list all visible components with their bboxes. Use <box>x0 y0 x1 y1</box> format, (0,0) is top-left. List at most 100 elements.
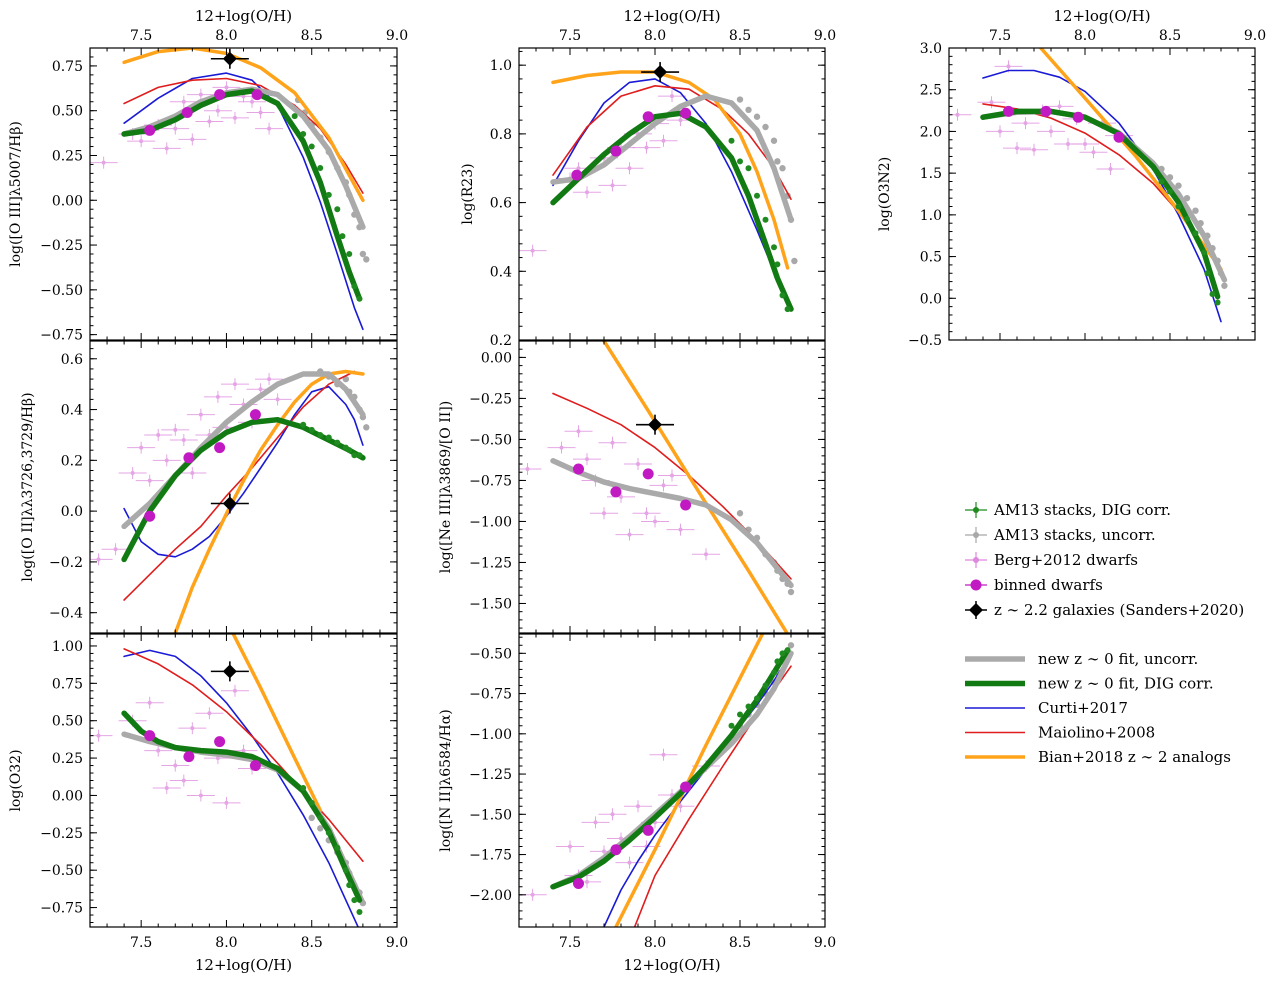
dwarf-point <box>220 684 249 697</box>
legend-item-gray-pt: AM13 stacks, uncorr. <box>965 526 1156 544</box>
binned-dwarf-point <box>144 124 156 136</box>
stack-digcorr-point <box>771 244 777 251</box>
y-tick-label: −1.25 <box>469 555 512 571</box>
legend-item-blue: Curti+2017 <box>965 699 1128 717</box>
stack-digcorr-point <box>1192 230 1199 237</box>
y-tick-label: 0.8 <box>490 127 512 143</box>
binned-dwarf-point <box>680 107 692 119</box>
x-tick-label: 9.0 <box>1244 28 1266 44</box>
binned-dwarf-point <box>183 452 195 464</box>
stack-uncorr-point <box>774 158 781 165</box>
panel-o3n2: 3.0 2.5 2.0 1.5 1.0 0.5 0.0 −0.5 7.5 8.0 8.5 9.0 12+… <box>877 7 1266 349</box>
y-tick-label: −0.75 <box>469 687 512 703</box>
stack-digcorr-point <box>351 283 358 290</box>
stack-uncorr-point <box>1192 207 1199 214</box>
dwarf-point <box>144 428 173 441</box>
dwarf-point <box>649 134 678 147</box>
legend-item-green-fit: new z ∼ 0 fit, DIG corr. <box>965 675 1214 693</box>
stack-digcorr-point <box>308 426 315 433</box>
x-tick-label: 8.5 <box>729 28 751 44</box>
y-tick-label: −0.75 <box>469 473 512 489</box>
top-x-axis-label: 12+log(O/H) <box>1053 7 1150 25</box>
x-tick-label: 8.0 <box>215 28 237 44</box>
dwarf-point <box>598 808 627 821</box>
y-tick-label: 0.00 <box>52 193 83 209</box>
dwarf-point <box>186 88 215 101</box>
dwarf-point <box>649 479 678 492</box>
plot-area <box>90 48 370 331</box>
series-blue <box>603 652 792 927</box>
stack-digcorr-point <box>300 784 307 791</box>
dwarf-point <box>178 722 207 735</box>
z22-point <box>636 414 674 435</box>
stack-digcorr-point <box>351 452 358 459</box>
dwarf-point <box>1079 146 1108 159</box>
z22-point <box>210 661 249 682</box>
dwarf-point <box>977 96 1006 109</box>
series-red <box>552 392 792 580</box>
stack-digcorr-point <box>356 452 363 459</box>
dwarf-point <box>195 707 224 720</box>
stack-digcorr-point <box>737 711 743 718</box>
stack-uncorr-point <box>363 256 370 263</box>
stack-digcorr-point <box>346 447 353 454</box>
dwarf-point <box>1071 137 1099 150</box>
dwarf-point <box>649 748 678 761</box>
panel-o3hb: 0.75 0.50 0.25 0.00 −0.25 −0.50 −0.75 7.5 8.0 8.5… <box>8 7 408 344</box>
legend-item-gray-fit: new z ∼ 0 fit, uncorr. <box>965 650 1198 668</box>
y-tick-label: −0.25 <box>469 391 512 407</box>
dwarf-point <box>144 744 173 757</box>
y-tick-label: 2.5 <box>920 83 942 99</box>
stack-digcorr-point <box>1201 249 1207 256</box>
series-red <box>123 648 364 863</box>
y-tick-label: 0.25 <box>52 751 83 767</box>
binned-dwarf-point <box>249 760 261 772</box>
stack-uncorr-point <box>779 165 786 172</box>
dwarf-point <box>1011 117 1040 130</box>
x-axis-label: 12+log(O/H) <box>623 956 720 974</box>
panel-o2hb: 0.6 0.4 0.2 0.0 −0.2 −0.4 log([O II]λλ3726,372… <box>20 340 398 634</box>
stack-uncorr-point <box>736 96 744 103</box>
dwarf-point <box>178 467 207 480</box>
binned-dwarf-point <box>642 468 654 480</box>
x-tick-label: 8.0 <box>644 28 666 44</box>
dwarf-point <box>573 186 601 199</box>
legend-label: Maiolino+2008 <box>1038 724 1155 742</box>
binned-dwarf-point <box>251 89 263 101</box>
series-blue <box>982 69 1222 323</box>
series-green-fit <box>550 110 794 312</box>
x-tick-label: 7.5 <box>559 28 581 44</box>
legend-label: AM13 stacks, DIG corr. <box>993 501 1171 519</box>
y-tick-label: −0.50 <box>40 283 83 299</box>
dwarf-point <box>263 393 292 406</box>
y-tick-label: −0.75 <box>40 328 83 344</box>
dwarf-point <box>195 115 224 128</box>
stack-digcorr-point <box>1175 203 1182 210</box>
dwarf-point <box>161 759 190 772</box>
x-tick-label: 8.0 <box>644 935 666 951</box>
legend-label: z ∼ 2.2 galaxies (Sanders+2020) <box>994 601 1244 619</box>
x-tick-label: 7.5 <box>130 28 152 44</box>
dwarf-point <box>203 390 232 403</box>
binned-dwarf-point <box>610 844 622 856</box>
plot-area <box>90 634 367 927</box>
y-tick-label: −0.25 <box>40 826 83 842</box>
dwarf-point <box>203 104 232 117</box>
stack-uncorr-point <box>308 814 315 822</box>
legend-item-dwarf-pt: Berg+2012 dwarfs <box>965 551 1138 569</box>
binned-dwarf-point <box>571 169 583 181</box>
dwarf-point <box>615 528 644 541</box>
stack-digcorr-point <box>1204 270 1211 277</box>
binned-dwarf-point <box>573 878 584 890</box>
y-tick-label: 0.50 <box>52 104 83 120</box>
dwarf-point <box>598 436 627 449</box>
dwarf-point <box>1096 162 1125 175</box>
binned-dwarf-point <box>214 442 226 454</box>
y-tick-label: 1.5 <box>920 166 942 182</box>
plot-area <box>90 368 370 633</box>
dwarf-point <box>169 95 198 108</box>
binned-dwarf-point <box>181 106 193 118</box>
stack-digcorr-point <box>762 216 769 223</box>
y-tick-label: 0.00 <box>52 788 83 804</box>
stack-uncorr-point <box>317 825 324 832</box>
